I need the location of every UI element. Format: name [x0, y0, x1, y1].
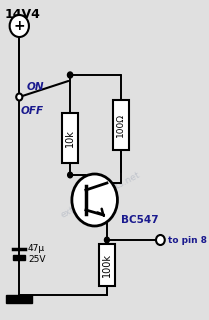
Text: 100Ω: 100Ω — [116, 113, 125, 137]
Text: OFF: OFF — [21, 106, 44, 116]
Text: 14V4: 14V4 — [4, 8, 40, 21]
Bar — [6, 295, 32, 303]
Circle shape — [16, 93, 22, 100]
Text: BC547: BC547 — [121, 215, 159, 225]
Circle shape — [72, 174, 117, 226]
FancyBboxPatch shape — [113, 100, 129, 150]
Text: 10k: 10k — [65, 129, 75, 147]
Bar — [13, 254, 25, 260]
FancyBboxPatch shape — [62, 113, 78, 163]
Circle shape — [68, 172, 73, 178]
Circle shape — [68, 72, 73, 78]
FancyBboxPatch shape — [99, 244, 115, 286]
Text: ON: ON — [26, 82, 44, 92]
Circle shape — [10, 15, 29, 37]
Text: 47μ
25V: 47μ 25V — [28, 244, 46, 264]
Text: extremecircuits.net: extremecircuits.net — [60, 170, 142, 220]
Text: +: + — [13, 19, 25, 33]
Text: 100k: 100k — [102, 253, 112, 277]
Circle shape — [156, 235, 165, 245]
Circle shape — [104, 237, 109, 243]
Text: to pin 8: to pin 8 — [168, 236, 207, 244]
